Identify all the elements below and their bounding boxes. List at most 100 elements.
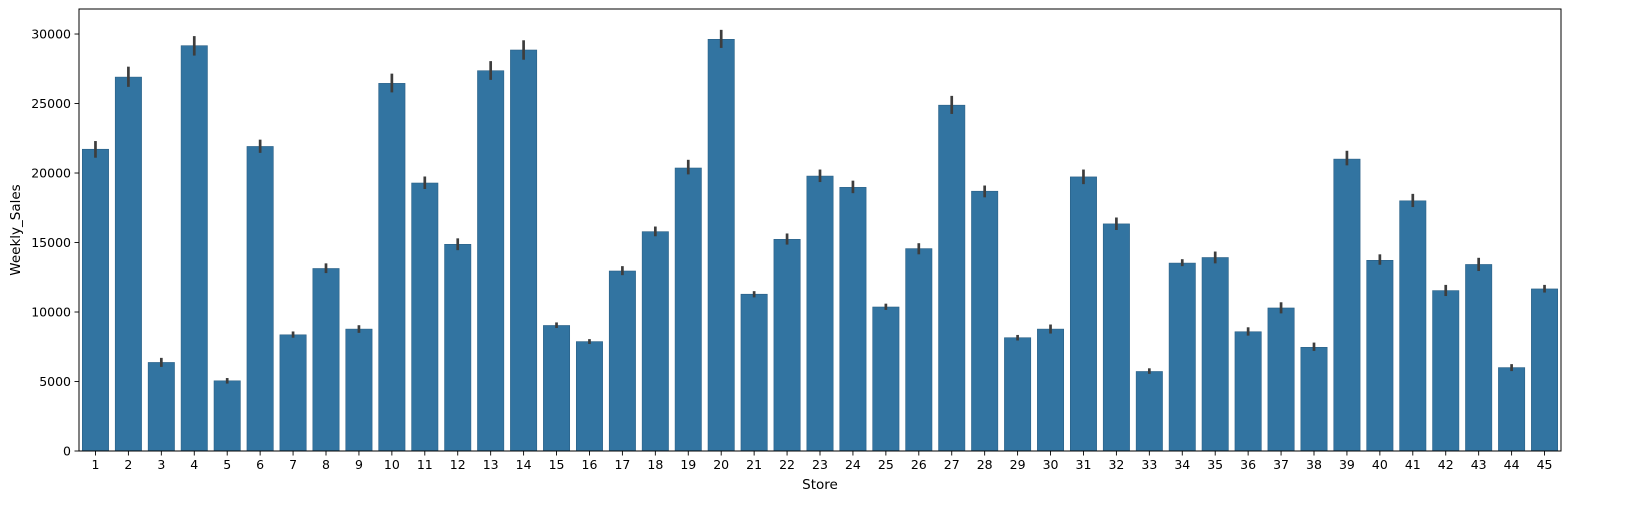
bar-store-4 xyxy=(180,45,208,452)
y-axis-label: Weekly_Sales xyxy=(8,184,24,275)
x-tick-label: 36 xyxy=(1240,457,1256,472)
bar-store-10 xyxy=(378,83,406,452)
x-tick-label: 21 xyxy=(746,457,762,472)
x-tick-label: 42 xyxy=(1438,457,1454,472)
x-tick-label: 14 xyxy=(516,457,532,472)
bar-store-14 xyxy=(510,49,538,452)
bar-store-16 xyxy=(575,341,603,452)
bar-store-38 xyxy=(1300,347,1328,452)
bar-store-22 xyxy=(773,239,801,452)
bar-store-5 xyxy=(213,380,241,452)
y-axis-ticks: 0 5000 10000 15000 20000 25000 30000 xyxy=(31,27,79,459)
bar-store-27 xyxy=(938,104,966,452)
bar-store-11 xyxy=(411,182,439,452)
x-tick-label: 23 xyxy=(812,457,828,472)
x-tick-label: 35 xyxy=(1207,457,1223,472)
bar-store-24 xyxy=(839,187,867,452)
x-tick-label: 18 xyxy=(647,457,663,472)
y-tick-label: 15000 xyxy=(31,235,71,250)
x-tick-label: 8 xyxy=(322,457,330,472)
bar-store-31 xyxy=(1069,176,1097,452)
x-tick-label: 29 xyxy=(1010,457,1026,472)
x-tick-label: 31 xyxy=(1076,457,1092,472)
y-tick-label: 5000 xyxy=(39,374,71,389)
x-tick-label: 43 xyxy=(1471,457,1487,472)
x-tick-label: 13 xyxy=(483,457,499,472)
x-tick-label: 44 xyxy=(1504,457,1520,472)
x-tick-label: 32 xyxy=(1108,457,1124,472)
bar-store-13 xyxy=(477,70,505,452)
bar-store-45 xyxy=(1531,288,1559,452)
x-tick-label: 28 xyxy=(977,457,993,472)
x-tick-label: 20 xyxy=(713,457,729,472)
bar-store-44 xyxy=(1498,367,1526,452)
x-tick-label: 33 xyxy=(1141,457,1157,472)
y-tick-label: 30000 xyxy=(31,27,71,42)
plot-frame xyxy=(78,8,1562,452)
x-tick-label: 45 xyxy=(1537,457,1553,472)
bar-store-43 xyxy=(1465,264,1493,452)
x-tick-label: 30 xyxy=(1043,457,1059,472)
x-tick-label: 34 xyxy=(1174,457,1190,472)
y-tick-label: 0 xyxy=(63,444,71,459)
x-tick-label: 17 xyxy=(614,457,630,472)
bar-store-35 xyxy=(1201,257,1229,452)
x-tick-label: 26 xyxy=(911,457,927,472)
x-tick-label: 6 xyxy=(256,457,264,472)
x-tick-label: 9 xyxy=(355,457,363,472)
x-tick-label: 38 xyxy=(1306,457,1322,472)
bars-group xyxy=(81,39,1559,452)
bar-store-19 xyxy=(674,167,702,452)
bar-store-28 xyxy=(971,190,999,452)
bar-store-41 xyxy=(1399,200,1427,452)
bar-store-40 xyxy=(1366,260,1394,452)
y-tick-label: 25000 xyxy=(31,96,71,111)
bar-store-3 xyxy=(147,362,175,452)
x-tick-label: 37 xyxy=(1273,457,1289,472)
x-tick-label: 22 xyxy=(779,457,795,472)
x-tick-label: 39 xyxy=(1339,457,1355,472)
bar-store-39 xyxy=(1333,158,1361,452)
bar-store-23 xyxy=(806,175,834,452)
x-tick-label: 3 xyxy=(157,457,165,472)
bar-store-34 xyxy=(1168,262,1196,452)
x-tick-label: 24 xyxy=(845,457,861,472)
bar-store-37 xyxy=(1267,307,1295,452)
bar-store-21 xyxy=(740,293,768,452)
bar-store-9 xyxy=(345,328,373,452)
bar-store-7 xyxy=(279,334,307,452)
x-tick-label: 10 xyxy=(384,457,400,472)
bar-store-15 xyxy=(543,325,571,452)
bar-store-42 xyxy=(1432,290,1460,452)
x-tick-label: 11 xyxy=(417,457,433,472)
bar-store-25 xyxy=(872,306,900,452)
x-tick-label: 12 xyxy=(450,457,466,472)
bar-store-8 xyxy=(312,268,340,452)
x-tick-label: 7 xyxy=(289,457,297,472)
y-tick-label: 10000 xyxy=(31,305,71,320)
x-tick-label: 40 xyxy=(1372,457,1388,472)
bar-store-26 xyxy=(905,248,933,452)
y-tick-label: 20000 xyxy=(31,166,71,181)
x-tick-label: 27 xyxy=(944,457,960,472)
bar-store-17 xyxy=(608,270,636,452)
x-axis-label: Store xyxy=(802,477,838,493)
bar-store-20 xyxy=(707,39,735,452)
bar-store-33 xyxy=(1135,371,1163,452)
bar-store-12 xyxy=(444,244,472,452)
bar-store-29 xyxy=(1004,337,1032,452)
error-bars-group xyxy=(94,29,1546,384)
x-tick-label: 5 xyxy=(223,457,231,472)
x-tick-label: 41 xyxy=(1405,457,1421,472)
bar-store-18 xyxy=(641,231,669,452)
x-tick-label: 16 xyxy=(582,457,598,472)
x-tick-label: 2 xyxy=(124,457,132,472)
bar-store-2 xyxy=(114,76,142,452)
bar-store-6 xyxy=(246,146,274,452)
bar-store-32 xyxy=(1102,223,1130,452)
bar-store-1 xyxy=(81,148,109,452)
bar-store-36 xyxy=(1234,331,1262,452)
x-axis-ticks: 1 2 3 4 5 6 7 8 9 10 11 12 13 14 15 16 17 18 19 20 21 22 23 24 2… xyxy=(91,451,1552,472)
x-tick-label: 19 xyxy=(680,457,696,472)
